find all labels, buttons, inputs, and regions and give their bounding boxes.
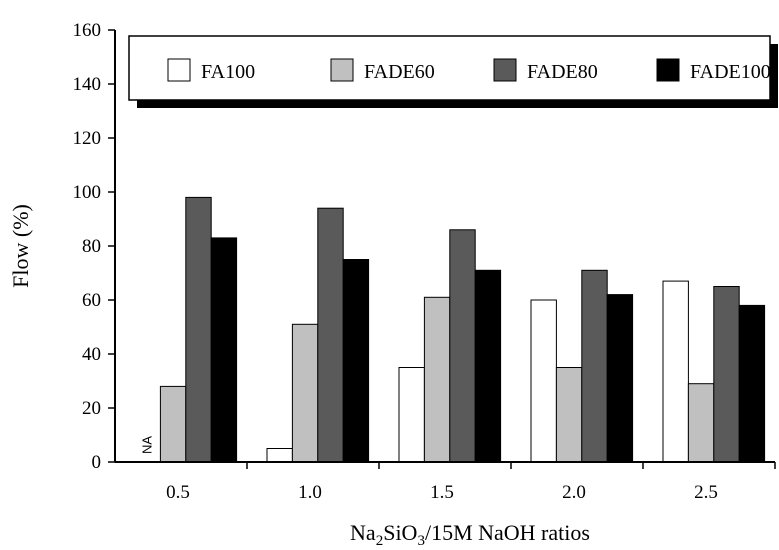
y-tick-label: 100 [73, 182, 102, 203]
bar-fade100-2-5 [738, 304, 766, 463]
x-tick-label: 2.5 [694, 482, 718, 503]
bar-fade60-2-0 [555, 367, 583, 463]
legend-swatch-fade60 [330, 58, 354, 82]
y-tick-label: 20 [82, 398, 101, 419]
legend-swatch-fade80 [493, 58, 517, 82]
legend-swatch-fa100 [167, 58, 191, 82]
bar-fade80-2-0 [581, 269, 608, 463]
x-axis-title: Na2SiO3/15M NaOH ratios [350, 520, 590, 549]
y-tick-label: 140 [73, 74, 102, 95]
missing-value-label: NA [140, 436, 155, 454]
y-tick-label: 60 [82, 290, 101, 311]
bar-fa100-1-0 [266, 448, 293, 463]
y-tick-group: 0 20 40 60 80 100 120 140 160 [73, 20, 115, 473]
y-tick-label: 160 [73, 20, 102, 41]
legend-label-fade80: FADE80 [527, 61, 598, 83]
bar-fade100-0-5 [210, 237, 238, 463]
bar-group: NA [140, 196, 766, 463]
y-tick-label: 40 [82, 344, 101, 365]
bar-fade80-2-5 [713, 286, 740, 463]
x-tick-label: 1.0 [298, 482, 322, 503]
bar-fade60-0-5 [159, 385, 187, 463]
bar-fade100-1-5 [474, 269, 502, 463]
legend-label-fa100: FA100 [201, 61, 255, 83]
x-tick-label: 0.5 [166, 482, 190, 503]
legend: FA100 FADE60 FADE80 FADE100 [128, 35, 778, 108]
legend-label-fade60: FADE60 [364, 61, 435, 83]
bar-fade80-1-5 [449, 229, 476, 463]
bar-fade100-1-0 [342, 259, 370, 463]
bar-fade80-1-0 [317, 207, 344, 463]
legend-swatch-fade100 [656, 58, 680, 82]
y-tick-label: 80 [82, 236, 101, 257]
bar-fade60-1-5 [423, 296, 451, 463]
y-tick-label: 120 [73, 128, 102, 149]
bar-fa100-2-0 [530, 299, 557, 463]
bar-fade60-1-0 [291, 323, 319, 463]
bar-fade60-2-5 [687, 383, 715, 463]
x-tick-label: 1.5 [430, 482, 454, 503]
bar-fade100-2-0 [606, 294, 634, 463]
bar-fa100-1-5 [398, 367, 425, 463]
legend-label-fade100: FADE100 [690, 61, 771, 83]
x-tick-group: 0.5 1.0 1.5 2.0 2.5 [166, 462, 776, 503]
y-axis-title: Flow (%) [8, 204, 33, 288]
x-tick-label: 2.0 [562, 482, 586, 503]
y-tick-label: 0 [92, 452, 102, 473]
bar-fa100-2-5 [662, 280, 689, 463]
bar-fade80-0-5 [185, 196, 212, 463]
